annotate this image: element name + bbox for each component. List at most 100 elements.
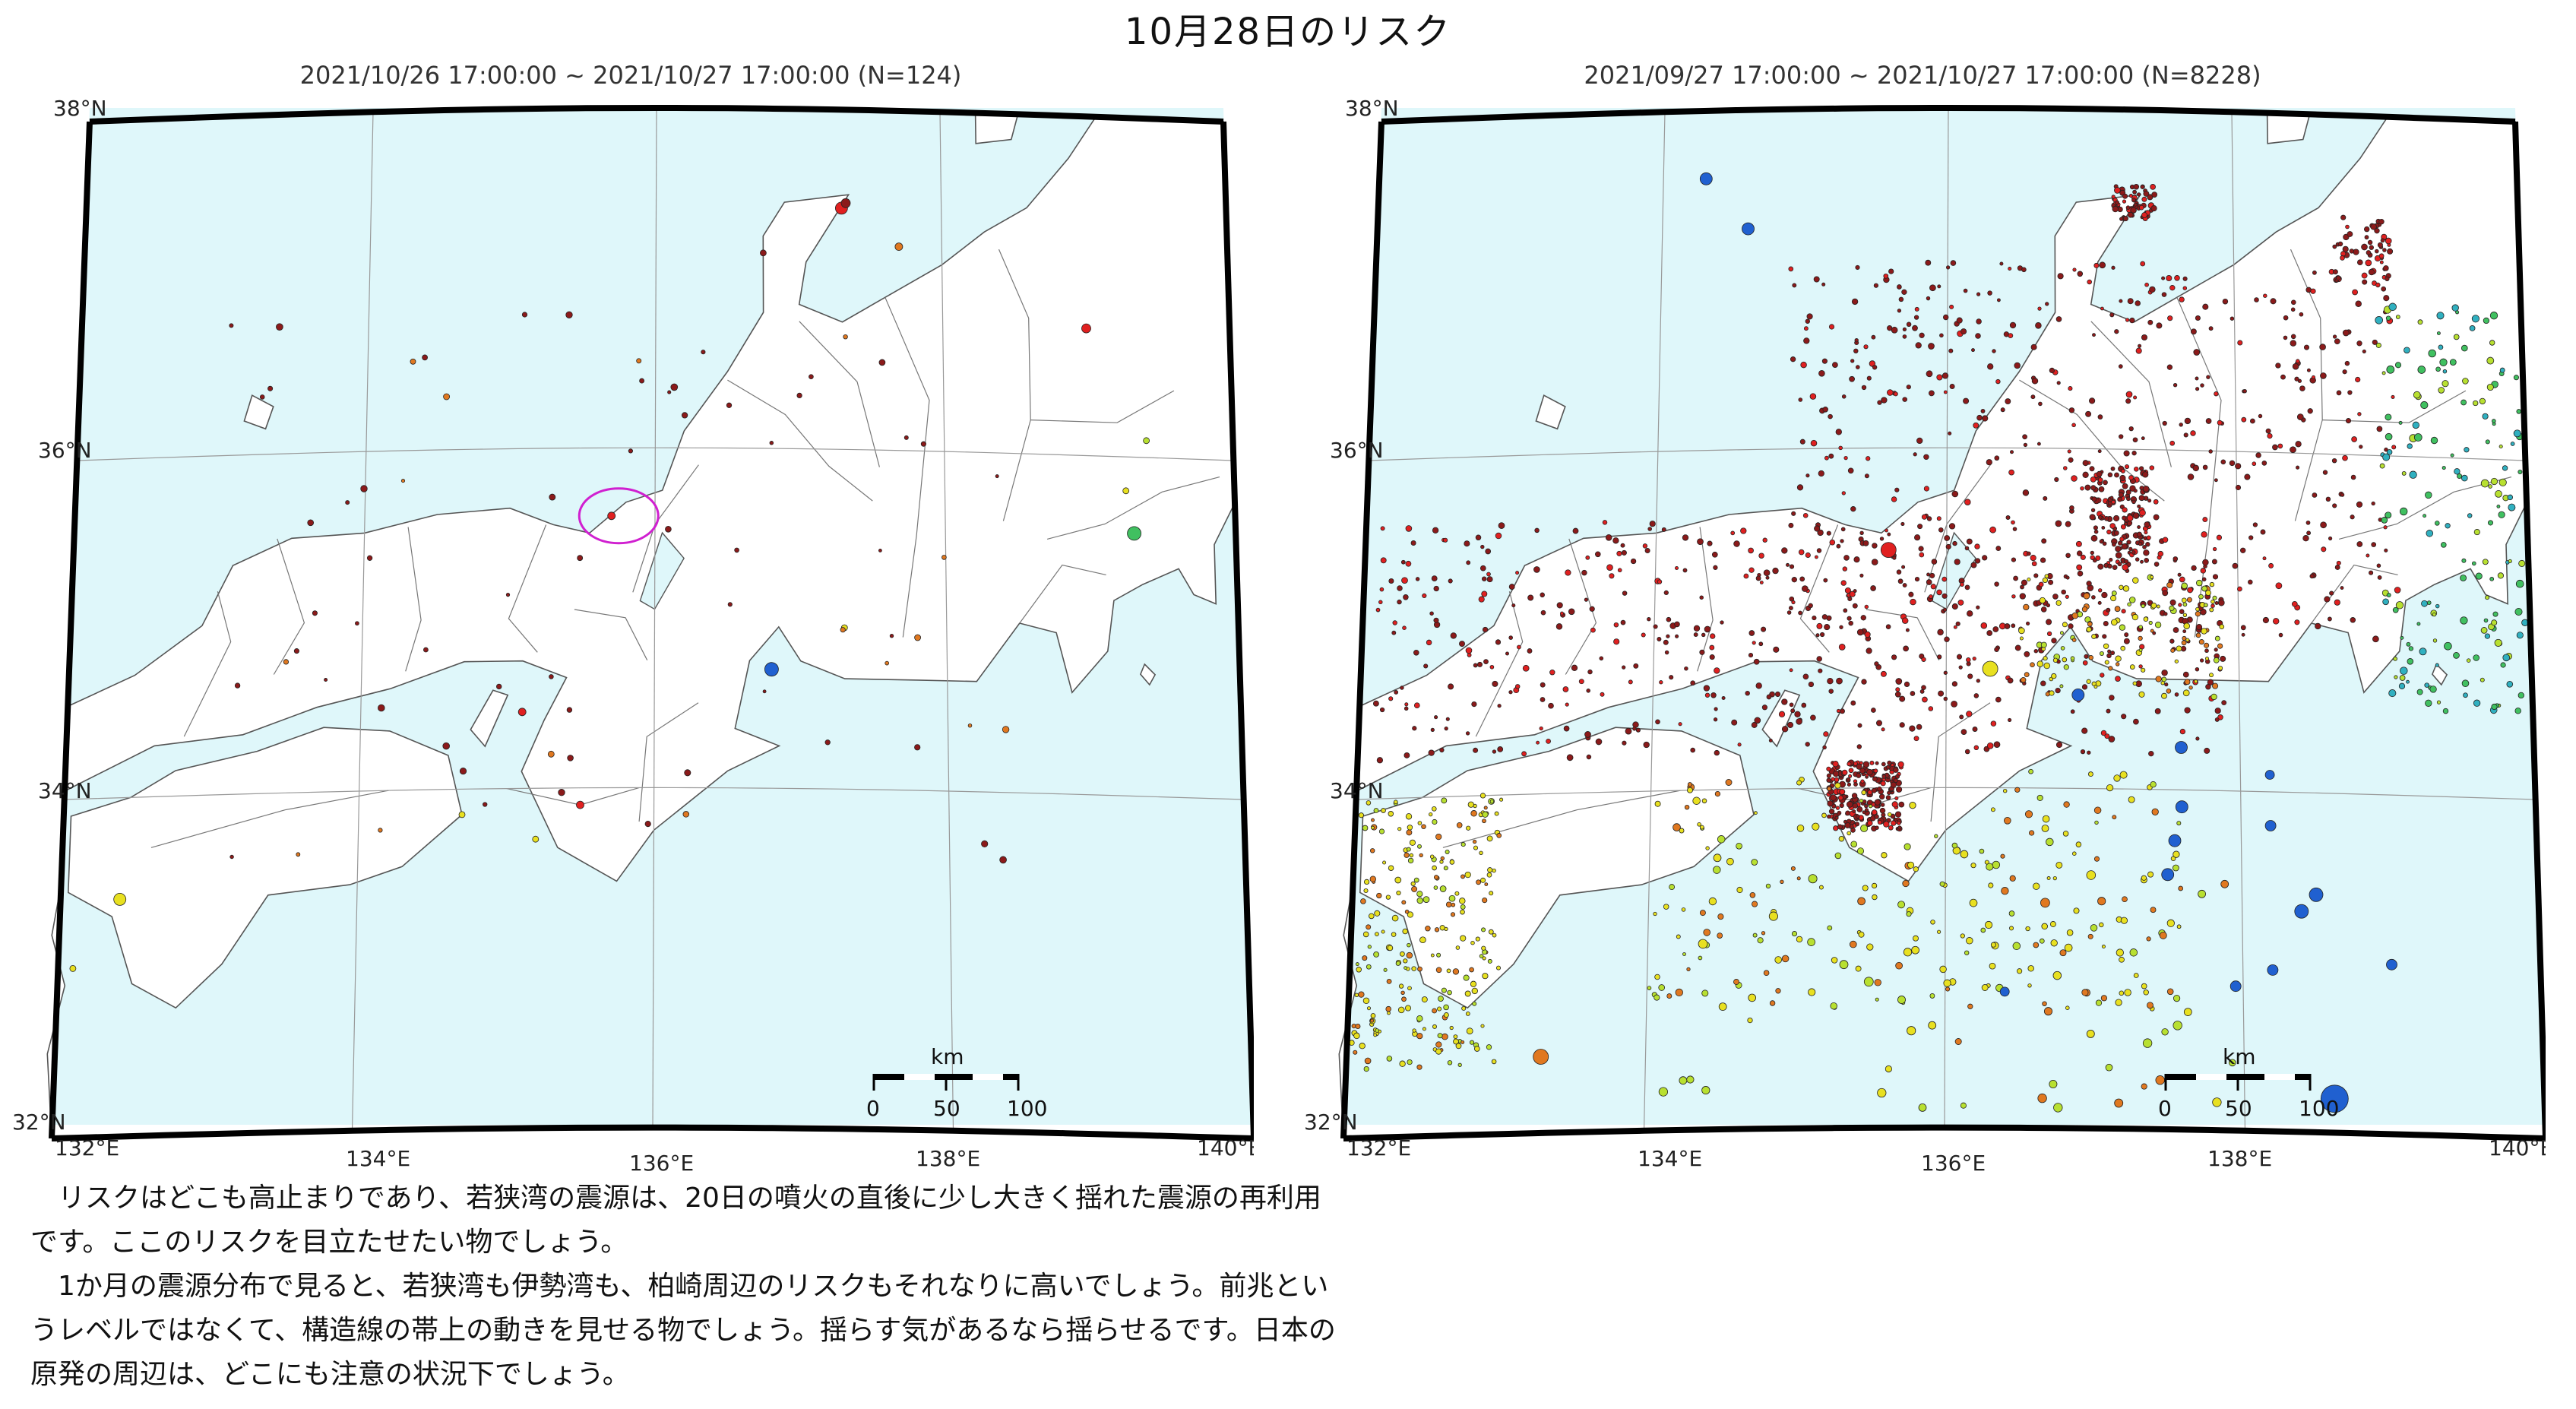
earthquake-marker: [2122, 515, 2127, 521]
earthquake-marker: [1454, 891, 1460, 896]
earthquake-marker: [2425, 699, 2432, 707]
earthquake-marker: [1824, 455, 1829, 461]
scale-bar-segment: [904, 1074, 935, 1080]
earthquake-marker: [2101, 525, 2106, 530]
earthquake-marker: [2111, 265, 2116, 270]
earthquake-marker: [1366, 924, 1372, 930]
earthquake-marker: [1988, 882, 1994, 888]
earthquake-marker: [2040, 641, 2047, 648]
earthquake-marker: [366, 555, 373, 561]
earthquake-marker: [2428, 349, 2436, 358]
earthquake-marker: [2055, 600, 2062, 606]
earthquake-marker: [2442, 369, 2448, 374]
earthquake-marker: [1860, 824, 1869, 832]
earthquake-marker: [2229, 1059, 2236, 1067]
earthquake-marker: [1888, 825, 1894, 831]
earthquake-marker: [2359, 445, 2363, 449]
commentary: リスクはどこも高止まりであり、若狭湾の震源は、20日の噴火の直後に少し大きく揺れ…: [30, 1176, 1337, 1397]
earthquake-marker: [2129, 317, 2135, 324]
earthquake-marker: [1866, 648, 1872, 654]
earthquake-marker: [2141, 875, 2147, 881]
earthquake-marker: [1954, 1038, 1962, 1045]
earthquake-marker: [1969, 898, 1978, 907]
earthquake-marker: [2188, 686, 2193, 690]
earthquake-marker: [2179, 728, 2186, 735]
earthquake-marker: [2070, 709, 2075, 714]
earthquake-marker: [2445, 523, 2451, 529]
earthquake-marker: [2345, 418, 2352, 424]
earthquake-marker: [1684, 666, 1688, 671]
quake-markers: [69, 198, 1150, 972]
earthquake-marker: [2150, 907, 2157, 913]
earthquake-marker: [1844, 822, 1851, 828]
earthquake-marker: [1989, 526, 1996, 534]
earthquake-marker: [1410, 881, 1416, 887]
earthquake-marker: [1439, 860, 1444, 864]
earthquake-marker: [1402, 625, 1407, 630]
earthquake-marker: [2097, 563, 2104, 570]
earthquake-marker: [1853, 782, 1858, 787]
earthquake-marker: [2133, 973, 2139, 978]
earthquake-marker: [1710, 633, 1716, 639]
earthquake-marker: [1847, 782, 1852, 787]
earthquake-marker: [2055, 316, 2062, 322]
earthquake-marker: [1436, 952, 1441, 958]
earthquake-marker: [2147, 194, 2154, 201]
earthquake-marker: [1441, 1033, 1448, 1040]
earthquake-marker: [234, 682, 241, 689]
earthquake-marker: [2174, 275, 2180, 281]
earthquake-marker: [2235, 484, 2242, 491]
earthquake-marker: [1890, 781, 1897, 788]
earthquake-marker: [1508, 584, 1515, 591]
earthquake-marker: [2161, 1028, 2169, 1036]
earthquake-marker: [2109, 523, 2116, 529]
earthquake-marker: [1698, 939, 1708, 949]
earthquake-marker: [1948, 523, 1956, 530]
earthquake-marker: [2315, 622, 2321, 630]
earthquake-marker: [2217, 666, 2223, 671]
earthquake-marker: [229, 323, 234, 328]
earthquake-marker: [1781, 547, 1788, 554]
earthquake-marker: [1781, 726, 1789, 733]
earthquake-marker: [1714, 667, 1720, 674]
prefecture-border: [508, 524, 547, 653]
earthquake-marker: [2076, 550, 2083, 556]
earthquake-marker: [1851, 793, 1858, 799]
earthquake-marker: [1805, 552, 1811, 559]
earthquake-marker: [2385, 237, 2392, 245]
earthquake-marker: [1964, 546, 1970, 551]
earthquake-marker: [1480, 544, 1485, 549]
earthquake-marker: [2027, 983, 2032, 988]
earthquake-marker: [1883, 273, 1889, 279]
earthquake-marker: [2049, 921, 2056, 927]
earthquake-marker: [1926, 579, 1932, 585]
earthquake-marker: [1964, 950, 1970, 955]
earthquake-marker: [2263, 293, 2267, 298]
earthquake-marker: [1412, 1028, 1416, 1033]
earthquake-marker: [1416, 897, 1423, 904]
landmass: [470, 689, 509, 748]
map-left-canvas: 38°N 36°N 34°N 32°N 132°E 134°E 136°E 13…: [12, 96, 1254, 1176]
earthquake-marker: [1769, 1000, 1776, 1006]
earthquake-marker: [2296, 413, 2304, 420]
earthquake-marker: [1353, 1050, 1358, 1055]
earthquake-marker: [1906, 911, 1912, 917]
earthquake-marker: [1863, 977, 1874, 987]
earthquake-marker: [2514, 708, 2521, 714]
earthquake-marker: [2114, 472, 2119, 478]
earthquake-marker: [1409, 853, 1414, 858]
earthquake-marker: [2395, 315, 2400, 319]
earthquake-marker: [2083, 592, 2090, 600]
earthquake-marker: [2014, 644, 2021, 651]
earthquake-marker: [1413, 702, 1420, 709]
earthquake-marker: [1821, 812, 1827, 818]
earthquake-marker: [1460, 1040, 1465, 1044]
earthquake-marker: [2170, 648, 2176, 653]
earthquake-marker: [2334, 565, 2340, 570]
earthquake-marker: [1362, 825, 1369, 831]
earthquake-marker: [2144, 521, 2150, 527]
earthquake-marker: [1699, 825, 1704, 830]
earthquake-marker: [809, 374, 814, 380]
earthquake-marker: [2182, 286, 2188, 290]
earthquake-marker: [1880, 542, 1897, 558]
